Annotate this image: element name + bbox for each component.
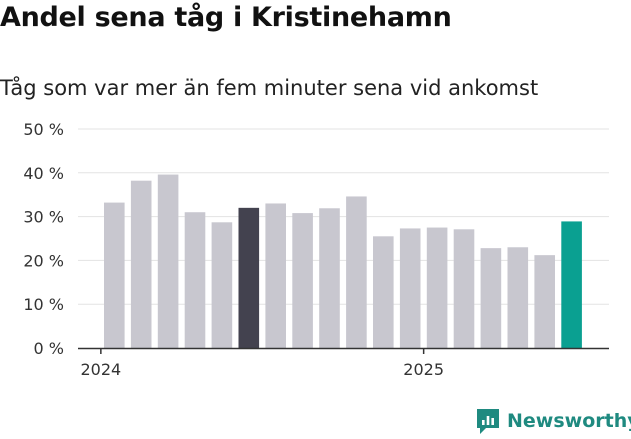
chart-title: Andel sena tåg i Kristinehamn (0, 2, 452, 33)
x-axis (78, 347, 609, 354)
x-axis-tick-labels: 2024 2025 (80, 360, 444, 379)
y-tick-label: 0 % (34, 339, 64, 358)
y-tick-label: 50 % (23, 120, 64, 139)
bar (265, 203, 286, 348)
gridlines (78, 128, 609, 305)
bar (480, 248, 502, 348)
brand-name: Newsworthy (507, 410, 631, 432)
bar (507, 247, 529, 348)
bar (184, 212, 206, 348)
chart-subtitle: Tåg som var mer än fem minuter sena vid … (0, 76, 539, 100)
x-tick-label: 2025 (403, 360, 444, 379)
y-axis-tick-labels: 0 % 10 % 20 % 30 % 40 % 50 % (23, 120, 64, 358)
y-tick-label: 10 % (23, 295, 64, 314)
bar (130, 180, 152, 348)
bars (104, 174, 582, 348)
y-tick-label: 20 % (23, 251, 64, 270)
bar (534, 255, 555, 348)
bar (373, 236, 394, 348)
bar (292, 213, 313, 348)
bar (346, 196, 367, 348)
bar (561, 221, 582, 348)
bar-chart: 0 % 10 % 20 % 30 % 40 % 50 % 2024 2025 (23, 120, 609, 379)
bar (426, 227, 448, 348)
y-tick-label: 40 % (23, 164, 64, 183)
y-tick-label: 30 % (23, 208, 64, 227)
bar (157, 174, 179, 348)
bar (399, 228, 421, 348)
bar (319, 208, 340, 348)
newsworthy-logo-icon (477, 409, 499, 434)
bar (238, 207, 260, 348)
bar (104, 202, 125, 348)
newsworthy-brand[interactable]: Newsworthy (475, 407, 631, 435)
bar (453, 229, 475, 348)
bar (211, 222, 233, 348)
x-tick-label: 2024 (80, 360, 121, 379)
